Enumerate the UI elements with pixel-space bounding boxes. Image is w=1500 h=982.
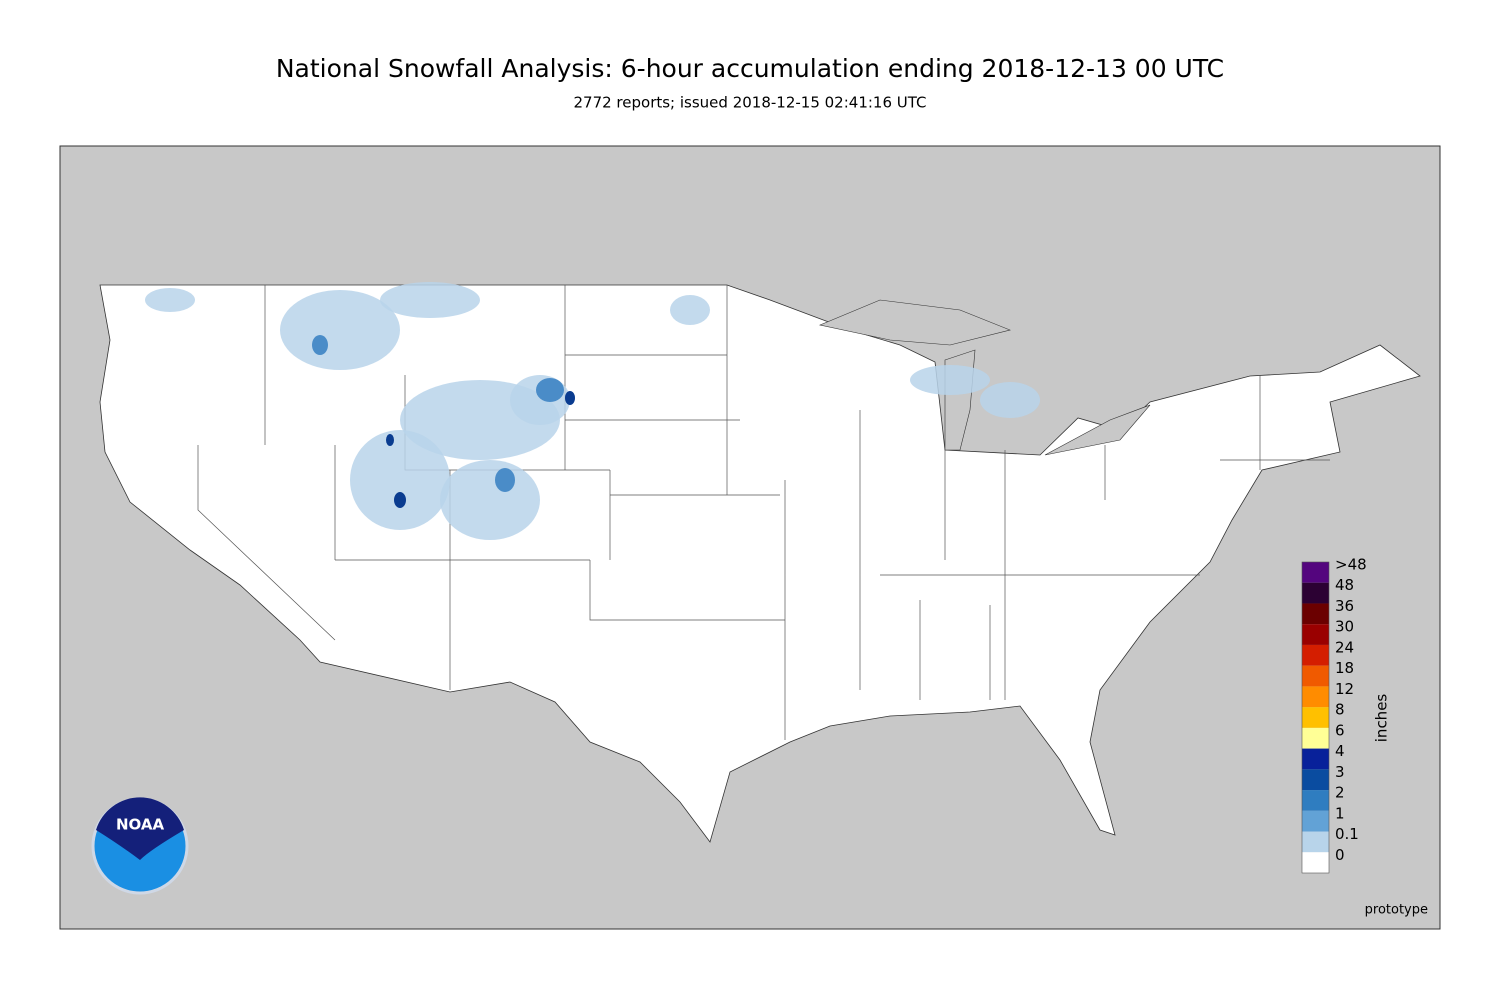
footer-note: prototype — [1365, 903, 1428, 918]
legend-label: 12 — [1335, 680, 1354, 698]
legend-swatch — [1302, 582, 1329, 604]
legend-swatch — [1302, 748, 1329, 770]
legend-label: 6 — [1335, 721, 1345, 739]
legend-border — [1301, 561, 1330, 874]
legend-swatch — [1302, 790, 1329, 811]
legend-label: 36 — [1335, 597, 1354, 615]
logo-text: NOAA — [116, 816, 165, 834]
legend-swatch — [1302, 686, 1329, 708]
legend-label: 18 — [1335, 659, 1354, 677]
map — [59, 145, 1441, 930]
legend-label: 4 — [1335, 742, 1345, 760]
legend-swatch — [1302, 624, 1329, 645]
legend: >48 48 36 30 24 18 12 8 6 4 3 2 1 0.1 0 — [1301, 556, 1367, 874]
title: National Snowfall Analysis: 6-hour accum… — [276, 54, 1224, 83]
legend-label: 0.1 — [1335, 825, 1359, 843]
legend-label: 1 — [1335, 804, 1345, 822]
legend-swatch — [1302, 562, 1329, 583]
legend-label: 0 — [1335, 846, 1345, 864]
legend-swatch — [1302, 644, 1329, 666]
legend-label: >48 — [1335, 556, 1367, 574]
legend-swatch — [1302, 727, 1329, 749]
legend-label: 48 — [1335, 576, 1354, 594]
legend-unit: inches — [1373, 694, 1391, 743]
legend-swatch — [1302, 665, 1329, 687]
legend-swatch — [1302, 769, 1329, 791]
legend-swatch — [1302, 603, 1329, 625]
legend-label: 2 — [1335, 784, 1345, 802]
state-borders — [197, 285, 1330, 740]
legend-swatch — [1302, 810, 1329, 832]
lake-superior — [818, 299, 1011, 346]
lake-erie — [1044, 404, 1151, 456]
legend-label: 24 — [1335, 638, 1354, 656]
legend-below-zero — [1302, 852, 1329, 873]
subtitle: 2772 reports; issued 2018-12-15 02:41:16… — [573, 94, 926, 112]
legend-label: 30 — [1335, 618, 1354, 636]
noaa-logo: NOAA — [91, 797, 189, 895]
legend-label: 8 — [1335, 701, 1345, 719]
legend-label: 3 — [1335, 763, 1345, 781]
legend-swatch — [1302, 831, 1329, 853]
snow-areas — [145, 282, 1040, 540]
legend-swatch — [1302, 707, 1329, 728]
